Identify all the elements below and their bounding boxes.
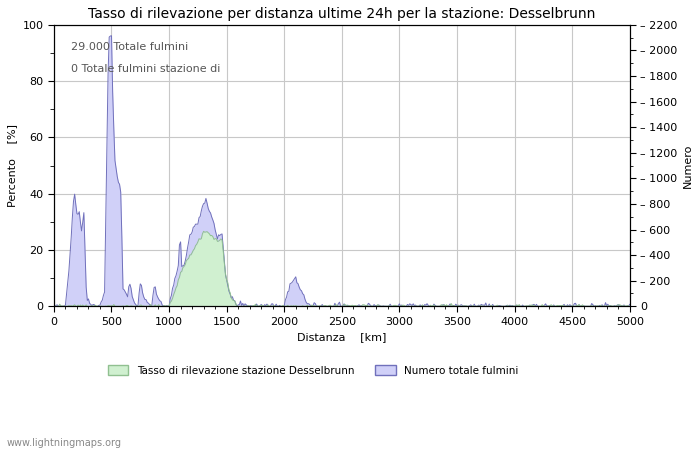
Text: 29.000 Totale fulmini: 29.000 Totale fulmini (71, 42, 188, 52)
Title: Tasso di rilevazione per distanza ultime 24h per la stazione: Desselbrunn: Tasso di rilevazione per distanza ultime… (88, 7, 596, 21)
Y-axis label: Percento  [%]: Percento [%] (7, 124, 17, 207)
Text: www.lightningmaps.org: www.lightningmaps.org (7, 438, 122, 448)
Y-axis label: Numero: Numero (683, 144, 693, 188)
X-axis label: Distanza  [km]: Distanza [km] (297, 332, 386, 342)
Text: 0 Totale fulmini stazione di: 0 Totale fulmini stazione di (71, 64, 220, 74)
Legend: Tasso di rilevazione stazione Desselbrunn, Numero totale fulmini: Tasso di rilevazione stazione Desselbrun… (104, 361, 523, 380)
